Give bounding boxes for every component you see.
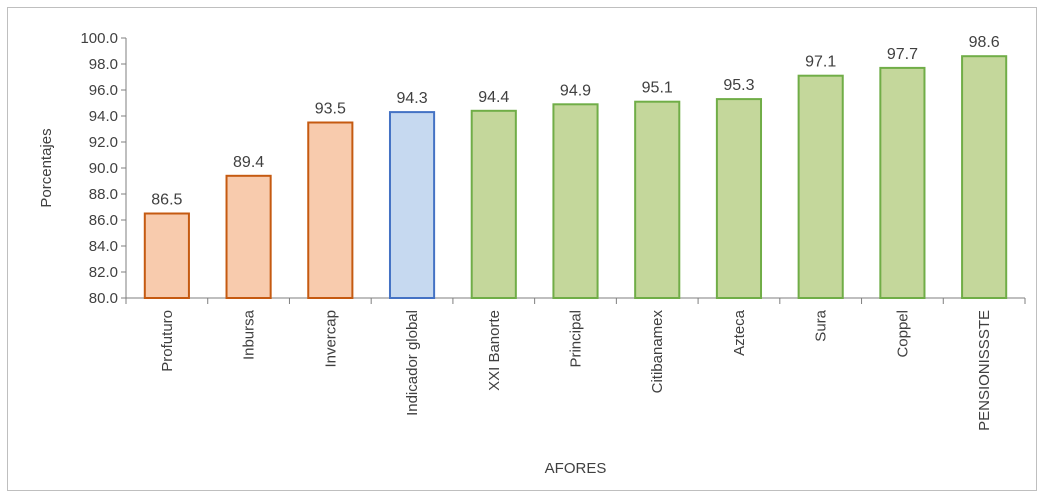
bar xyxy=(470,109,517,299)
data-label: 97.7 xyxy=(887,46,918,63)
bar xyxy=(225,174,272,299)
bar xyxy=(307,121,354,299)
category-label: PENSIONISSSTE xyxy=(976,310,993,431)
y-axis: 80.0 82.0 84.0 86.0 88.0 90.0 92.0 94.0 96.0 98.0… xyxy=(80,30,127,307)
bar xyxy=(715,98,763,299)
bar xyxy=(961,55,1008,300)
bar xyxy=(879,66,926,300)
bar xyxy=(143,212,190,299)
category-label: Invercap xyxy=(322,310,339,368)
y-tick-label: 94.0 xyxy=(89,108,118,125)
data-label: 95.1 xyxy=(642,80,673,97)
data-label: 89.4 xyxy=(233,154,264,171)
category-label: Sura xyxy=(813,309,830,341)
data-label: 86.5 xyxy=(151,192,182,209)
category-label: Coppel xyxy=(894,310,911,358)
y-tick-label: 80.0 xyxy=(89,290,118,307)
category-label: Inbursa xyxy=(241,309,258,360)
bar xyxy=(634,100,681,299)
data-label: 94.3 xyxy=(396,90,427,107)
data-label: 93.5 xyxy=(315,101,346,118)
bar xyxy=(388,111,436,299)
category-label: Citibanamex xyxy=(649,310,666,394)
data-label: 98.6 xyxy=(969,34,1000,51)
category-label: Principal xyxy=(568,310,585,368)
y-tick-label: 98.0 xyxy=(89,56,118,73)
y-tick-label: 88.0 xyxy=(89,186,118,203)
y-tick-label: 96.0 xyxy=(89,82,118,99)
category-label: Profuturo xyxy=(159,310,176,372)
data-label: 97.1 xyxy=(805,54,836,71)
data-label: 95.3 xyxy=(723,77,754,94)
bars xyxy=(143,55,1008,300)
data-labels: 86.5 89.4 93.5 94.3 94.4 94.9 95.1 95.3 97.1 97.7… xyxy=(151,34,1000,208)
category-labels: Profuturo Inbursa Invercap Indicador global… xyxy=(159,309,993,431)
y-tick-label: 84.0 xyxy=(89,238,118,255)
y-tick-label: 92.0 xyxy=(89,134,118,151)
y-tick-label: 86.0 xyxy=(89,212,118,229)
category-label: XXI Banorte xyxy=(486,310,503,391)
category-label: Indicador global xyxy=(404,310,421,416)
category-label: Azteca xyxy=(731,309,748,356)
bar xyxy=(797,74,844,299)
y-tick-label: 82.0 xyxy=(89,264,118,281)
y-tick-label: 100.0 xyxy=(80,30,118,47)
y-axis-title: Porcentajes xyxy=(38,128,55,207)
bar xyxy=(552,103,599,299)
data-label: 94.9 xyxy=(560,82,591,99)
y-tick-label: 90.0 xyxy=(89,160,118,177)
data-label: 94.4 xyxy=(478,89,509,106)
x-axis-title: AFORES xyxy=(545,460,607,477)
